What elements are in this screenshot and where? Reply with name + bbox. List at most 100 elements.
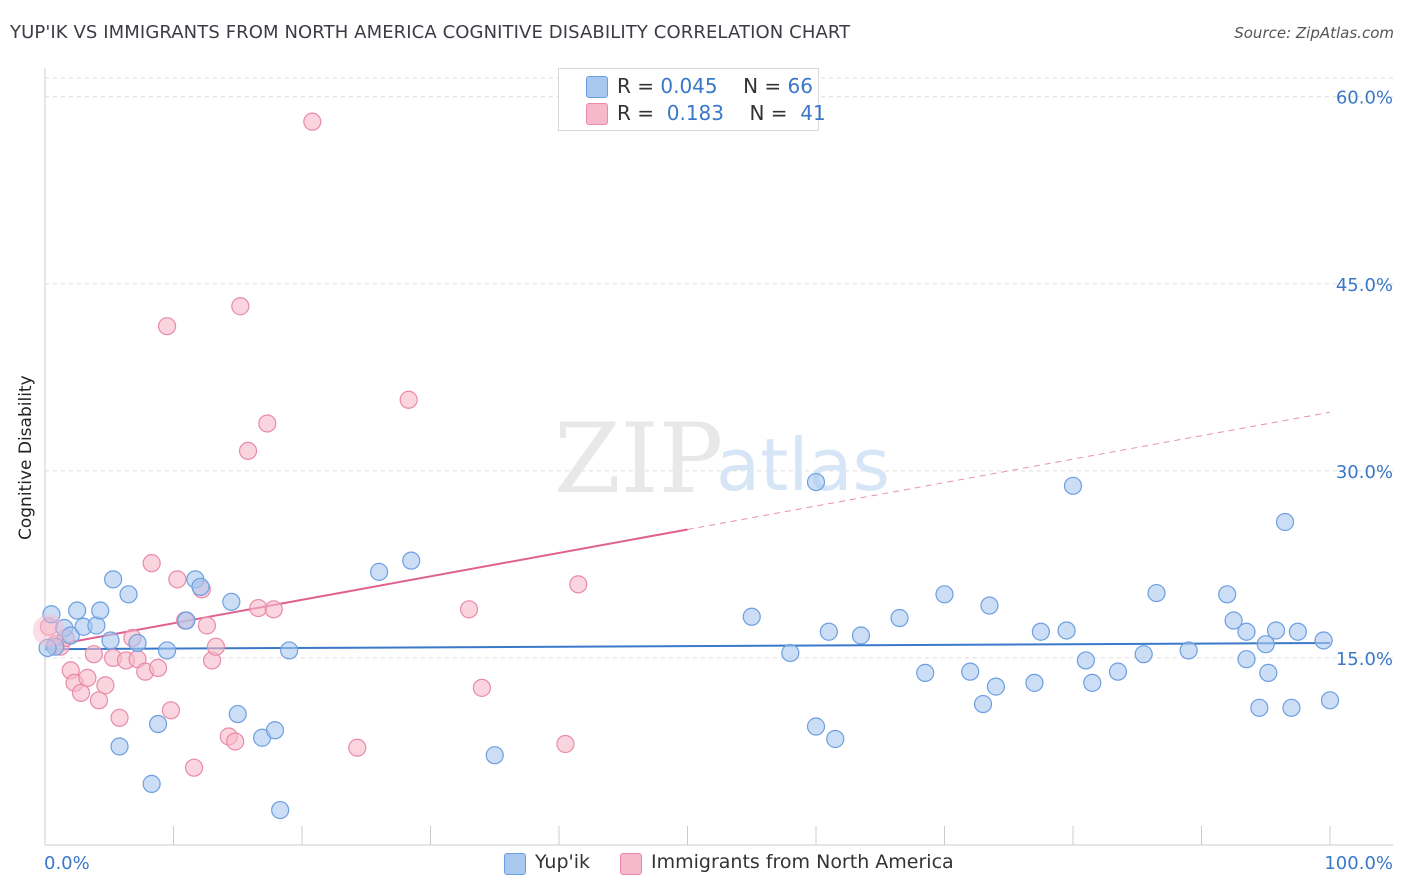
point-yupik [806,717,826,736]
point-yupik [1288,622,1307,641]
trend-line-immigrants-extension [687,411,1331,530]
point-yupik [485,746,504,765]
point-yupik [191,577,210,596]
axes [44,68,1393,846]
y-tick-label: 30.0% [1336,462,1393,483]
x-tick-label: 100.0% [1324,853,1393,874]
point-immigrants [226,732,245,751]
point-yupik [1108,662,1128,681]
point-immigrants [238,441,258,461]
point-yupik [110,737,129,756]
point-immigrants [184,758,204,777]
point-yupik [104,570,123,589]
point-yupik [38,638,57,658]
point-yupik [370,562,389,581]
data-points [32,112,1340,820]
trend-line-yupik [44,641,1331,651]
chart-title: YUP'IK VS IMMIGRANTS FROM NORTH AMERICA … [10,22,851,43]
point-yupik [1076,651,1095,670]
point-immigrants [168,570,187,589]
legend-r-value: 0.045 [660,74,718,98]
point-yupik [1314,631,1333,650]
point-yupik [819,622,838,641]
point-yupik [148,714,168,734]
point-immigrants [472,678,491,697]
grid-lines [45,77,1393,659]
point-yupik [68,601,87,620]
point-yupik [271,800,290,820]
point-yupik [177,611,196,630]
point-yupik [1237,622,1256,641]
point-yupik [1031,622,1050,641]
point-yupik [101,631,120,650]
point-yupik [1224,611,1243,630]
point-immigrants [231,297,250,316]
point-immigrants [206,637,226,656]
legend-r-label: R = [617,74,661,98]
point-immigrants [32,614,65,647]
point-yupik [402,551,421,570]
point-immigrants [142,554,161,573]
point-yupik [91,601,110,620]
watermark: ZIP atlas [554,403,890,515]
point-yupik [265,721,285,740]
point-yupik [890,608,909,628]
point-yupik [1063,476,1083,495]
point-yupik [826,729,845,749]
point-yupik [961,662,980,681]
point-yupik [1266,621,1286,640]
legend-swatch-immigrants-bottom [620,853,642,875]
point-yupik [742,607,761,626]
y-tick-label: 45.0% [1336,275,1393,296]
point-yupik [1025,673,1044,692]
point-yupik [1147,583,1166,603]
point-yupik [128,633,147,653]
legend-n-value: 41 [800,101,826,125]
point-yupik [973,694,993,714]
point-immigrants [197,616,217,635]
point-immigrants [110,708,129,727]
point-immigrants [148,658,168,678]
y-tick-label: 60.0% [1336,88,1393,109]
point-immigrants [157,317,177,336]
point-immigrants [399,390,418,409]
point-yupik [61,626,80,645]
point-yupik [980,596,999,615]
correlation-legend: R = 0.045 N = 66 R = 0.183 N = 41 [558,68,826,131]
point-yupik [1320,691,1340,710]
point-yupik [157,641,177,660]
point-immigrants [348,738,367,757]
point-yupik [42,605,61,624]
point-yupik [1256,635,1275,654]
point-immigrants [249,598,268,618]
point-yupik [87,616,106,635]
point-immigrants [459,600,479,619]
point-yupik [781,643,800,663]
legend-swatch-immigrants [586,103,608,125]
point-yupik [1275,512,1295,532]
legend-r-label: R = [617,101,661,125]
point-immigrants [78,668,97,687]
y-axis-label: Cognitive Disability [16,375,36,540]
watermark-atlas: atlas [716,423,890,507]
y-tick-label: 15.0% [1336,649,1393,670]
tick-labels: 15.0% 30.0% 45.0% 60.0% 0.0% 100.0% [44,88,1393,874]
point-yupik [1134,645,1153,664]
point-immigrants [303,112,322,131]
trend-lines [44,411,1331,651]
point-immigrants [556,734,575,754]
point-yupik [1237,650,1256,669]
trend-line-immigrants [44,528,688,648]
point-yupik [916,663,935,682]
point-yupik [222,592,241,611]
point-immigrants [89,691,109,710]
point-immigrants [96,676,115,695]
point-immigrants [84,645,103,664]
x-tick-label: 0.0% [44,853,90,874]
legend-n-label: N = [749,101,794,125]
point-yupik [935,585,954,604]
point-yupik [1250,698,1269,717]
point-yupik [851,626,871,645]
legend-label-yupik: Yup'ik [535,851,591,873]
